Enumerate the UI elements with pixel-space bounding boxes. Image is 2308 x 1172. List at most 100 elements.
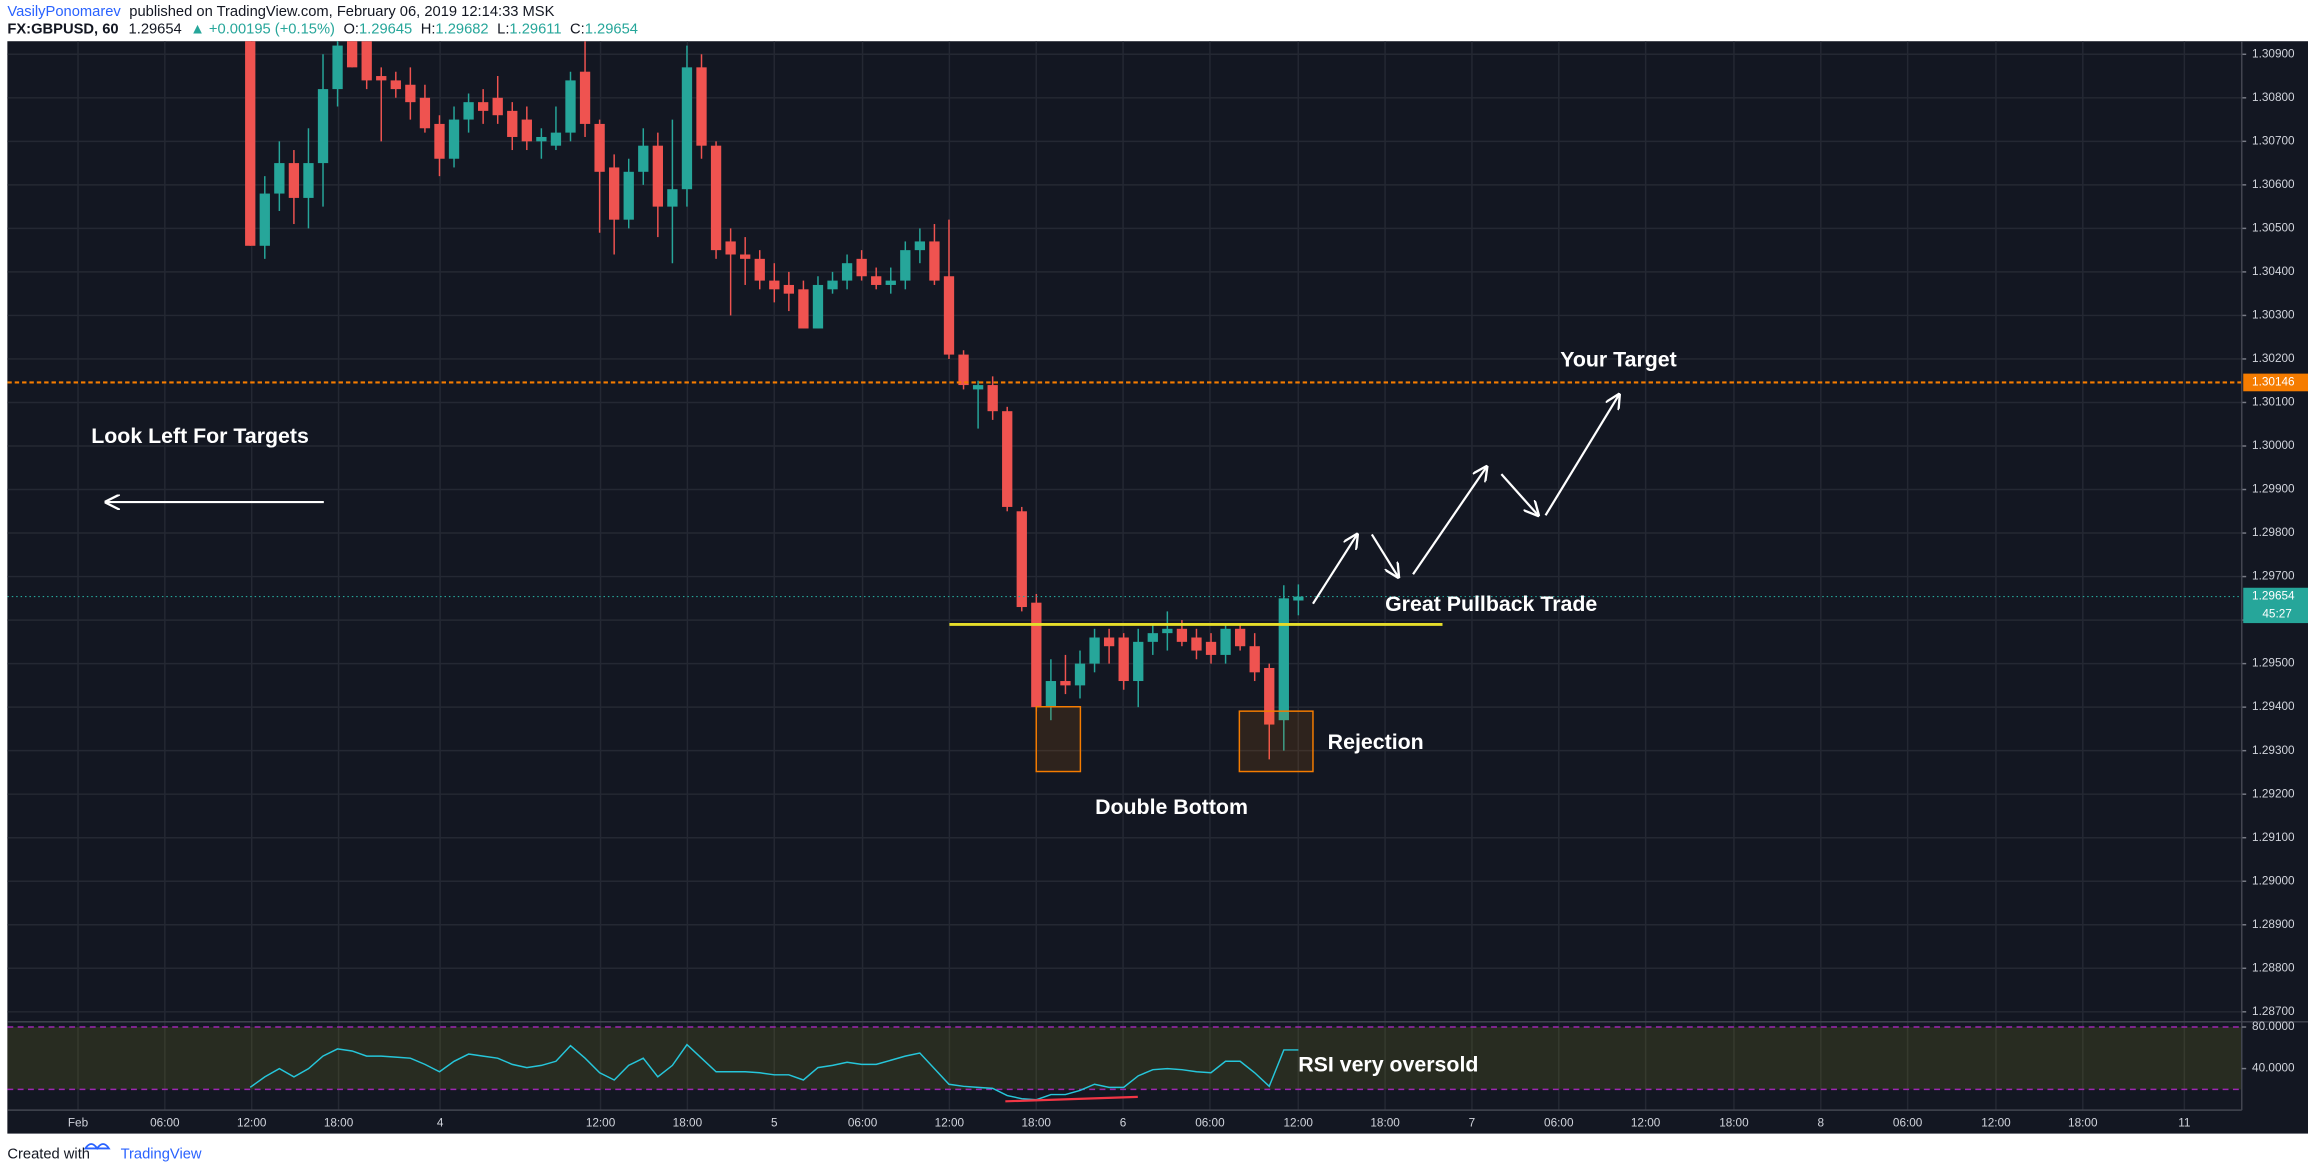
x-tick-label: 18:00 bbox=[324, 1117, 354, 1130]
y-tick-label: 1.30000 bbox=[2252, 439, 2295, 452]
candle-body bbox=[1118, 637, 1129, 682]
x-tick-label: 18:00 bbox=[1719, 1117, 1749, 1130]
high: 1.29682 bbox=[435, 21, 488, 37]
o-label: O: bbox=[343, 21, 359, 37]
x-tick-label: 06:00 bbox=[1195, 1117, 1225, 1130]
candle-body bbox=[303, 163, 314, 198]
candle-body bbox=[638, 145, 649, 172]
candle-body bbox=[477, 102, 489, 111]
annotations: Look Left For Targets Your Target Great Pu… bbox=[91, 347, 1677, 1103]
y-tick-label: 1.28800 bbox=[2252, 961, 2295, 974]
candle-body bbox=[1205, 641, 1217, 655]
candle-body bbox=[419, 97, 431, 129]
candle-body bbox=[1176, 628, 1188, 642]
candle-body bbox=[346, 41, 358, 68]
candle-body bbox=[579, 71, 591, 124]
highlight-box bbox=[1035, 705, 1082, 773]
annotation: Great Pullback Trade bbox=[1385, 592, 1597, 616]
annotation: Your Target bbox=[1560, 347, 1677, 371]
x-tick-label: 4 bbox=[437, 1117, 444, 1130]
highlight-box bbox=[1238, 710, 1314, 773]
axes: 1.30900 1.30800 1.30700 1.30600 1.30500 1.304… bbox=[7, 41, 2308, 1130]
candle-body bbox=[710, 145, 722, 251]
annotation: Double Bottom bbox=[1095, 795, 1248, 819]
brand[interactable]: TradingView bbox=[121, 1146, 202, 1162]
candle-body bbox=[740, 254, 751, 259]
candle-body bbox=[769, 280, 780, 290]
candle-body bbox=[565, 80, 576, 133]
candle-body bbox=[725, 241, 736, 255]
candle-body bbox=[827, 280, 838, 290]
candle-body bbox=[652, 145, 663, 207]
candle-body bbox=[317, 89, 329, 164]
candle-body bbox=[1060, 681, 1071, 686]
candle-body bbox=[1191, 637, 1202, 651]
x-tick-label: 18:00 bbox=[2068, 1117, 2098, 1130]
candle-body bbox=[1016, 511, 1027, 608]
candle-body bbox=[376, 76, 387, 81]
candle-body bbox=[361, 41, 372, 81]
candle-body bbox=[812, 284, 824, 329]
arrow bbox=[1500, 473, 1538, 515]
candle-body bbox=[405, 84, 416, 103]
candle-body bbox=[1293, 596, 1304, 601]
x-tick-label: 11 bbox=[2178, 1117, 2190, 1130]
candle-body bbox=[754, 258, 765, 281]
candle-body bbox=[434, 123, 445, 159]
l-label: L: bbox=[497, 21, 509, 37]
open: 1.29645 bbox=[359, 21, 412, 37]
close: 1.29654 bbox=[585, 21, 638, 37]
candle-body bbox=[667, 189, 678, 207]
candle-body bbox=[463, 102, 474, 120]
x-tick-label: 06:00 bbox=[150, 1117, 180, 1130]
candle-body bbox=[987, 385, 998, 412]
x-tick-label: 06:00 bbox=[1893, 1117, 1923, 1130]
arrow bbox=[1412, 467, 1487, 575]
y-tick-label: 1.28700 bbox=[2252, 1005, 2295, 1018]
candle-body bbox=[1249, 646, 1260, 673]
y-tick-label: 1.29500 bbox=[2252, 657, 2295, 670]
candle-body bbox=[623, 171, 634, 220]
x-tick-label: Feb bbox=[68, 1117, 89, 1130]
author[interactable]: VasilyPonomarev bbox=[7, 4, 121, 20]
annotation: Look Left For Targets bbox=[91, 424, 309, 448]
candle-body bbox=[390, 80, 401, 90]
x-tick-label: 5 bbox=[771, 1117, 778, 1130]
symbol-line: FX:GBPUSD, 60 1.29654 ▲ +0.00195 (+0.15%… bbox=[7, 21, 638, 37]
candle-body bbox=[798, 289, 809, 329]
candle-body bbox=[448, 119, 460, 159]
candle-body bbox=[1103, 637, 1115, 647]
arrow bbox=[1370, 533, 1398, 577]
candle-body bbox=[1031, 602, 1042, 708]
candle-body bbox=[521, 119, 532, 142]
x-tick-label: 12:00 bbox=[1284, 1117, 1314, 1130]
c-label: C: bbox=[570, 21, 585, 37]
chart-bg bbox=[7, 41, 2308, 1134]
x-tick-label: 18:00 bbox=[1370, 1117, 1400, 1130]
candle-body bbox=[274, 163, 285, 194]
candle-body bbox=[958, 354, 969, 386]
brand-logo bbox=[83, 1143, 111, 1151]
x-tick-label: 12:00 bbox=[1981, 1117, 2011, 1130]
price-label: 1.29654 bbox=[2252, 590, 2295, 603]
candle-body bbox=[1278, 598, 1289, 721]
h-label: H: bbox=[421, 21, 436, 37]
rsi-pane bbox=[7, 1026, 2242, 1101]
candle-body bbox=[332, 45, 343, 90]
x-tick-label: 12:00 bbox=[1631, 1117, 1661, 1130]
candle-body bbox=[1234, 628, 1246, 647]
candle-body bbox=[1220, 628, 1231, 655]
candle-body bbox=[696, 67, 707, 146]
y-tick-label: 1.29800 bbox=[2252, 526, 2295, 539]
candle-body bbox=[929, 241, 940, 281]
candle-body bbox=[288, 163, 300, 198]
candle-body bbox=[856, 258, 867, 277]
candle-body bbox=[1147, 633, 1158, 642]
low: 1.29611 bbox=[509, 21, 561, 37]
x-tick-label: 06:00 bbox=[848, 1117, 878, 1130]
x-tick-label: 06:00 bbox=[1544, 1117, 1574, 1130]
y-tick-label: 1.29000 bbox=[2252, 874, 2295, 887]
header-bg bbox=[0, 0, 2308, 42]
